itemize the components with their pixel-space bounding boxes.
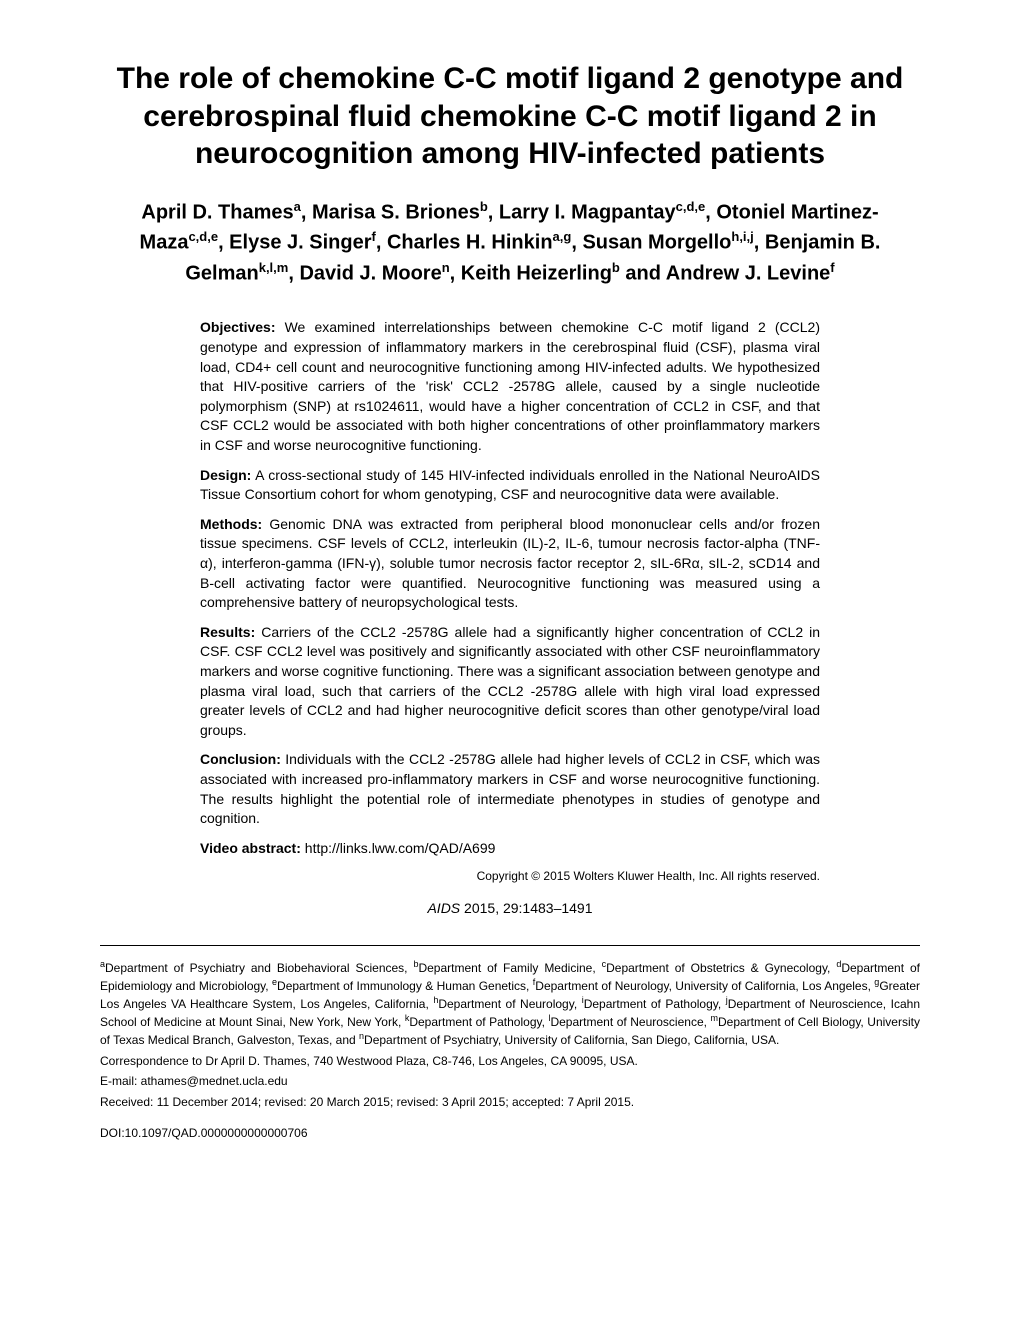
divider-rule <box>100 945 920 946</box>
received-dates: Received: 11 December 2014; revised: 20 … <box>100 1094 920 1111</box>
video-link[interactable]: http://links.lww.com/QAD/A699 <box>301 840 496 856</box>
abstract-results: Results: Carriers of the CCL2 -2578G all… <box>200 623 820 741</box>
authors-list: April D. Thamesa, Marisa S. Brionesb, La… <box>100 197 920 289</box>
video-label: Video abstract: <box>200 840 301 856</box>
methods-label: Methods: <box>200 516 262 532</box>
objectives-text: We examined interrelationships between c… <box>200 319 820 453</box>
results-text: Carriers of the CCL2 -2578G allele had a… <box>200 624 820 738</box>
conclusion-label: Conclusion: <box>200 751 281 767</box>
objectives-label: Objectives: <box>200 319 275 335</box>
abstract-block: Objectives: We examined interrelationshi… <box>200 318 820 918</box>
abstract-video: Video abstract: http://links.lww.com/QAD… <box>200 839 820 859</box>
design-text: A cross-sectional study of 145 HIV-infec… <box>200 467 820 503</box>
journal-name: AIDS <box>427 900 460 916</box>
abstract-objectives: Objectives: We examined interrelationshi… <box>200 318 820 455</box>
doi: DOI:10.1097/QAD.0000000000000706 <box>100 1125 920 1142</box>
results-label: Results: <box>200 624 255 640</box>
abstract-conclusion: Conclusion: Individuals with the CCL2 -2… <box>200 750 820 828</box>
abstract-design: Design: A cross-sectional study of 145 H… <box>200 466 820 505</box>
design-label: Design: <box>200 467 251 483</box>
email: E-mail: athames@mednet.ucla.edu <box>100 1073 920 1090</box>
conclusion-text: Individuals with the CCL2 -2578G allele … <box>200 751 820 826</box>
citation-rest: 2015, 29:1483–1491 <box>460 900 592 916</box>
copyright-notice: Copyright © 2015 Wolters Kluwer Health, … <box>200 868 820 885</box>
correspondence: Correspondence to Dr April D. Thames, 74… <box>100 1053 920 1070</box>
citation: AIDS 2015, 29:1483–1491 <box>200 899 820 919</box>
affiliations: aDepartment of Psychiatry and Biobehavio… <box>100 958 920 1049</box>
abstract-methods: Methods: Genomic DNA was extracted from … <box>200 515 820 613</box>
methods-text: Genomic DNA was extracted from periphera… <box>200 516 820 610</box>
article-title: The role of chemokine C-C motif ligand 2… <box>100 60 920 173</box>
